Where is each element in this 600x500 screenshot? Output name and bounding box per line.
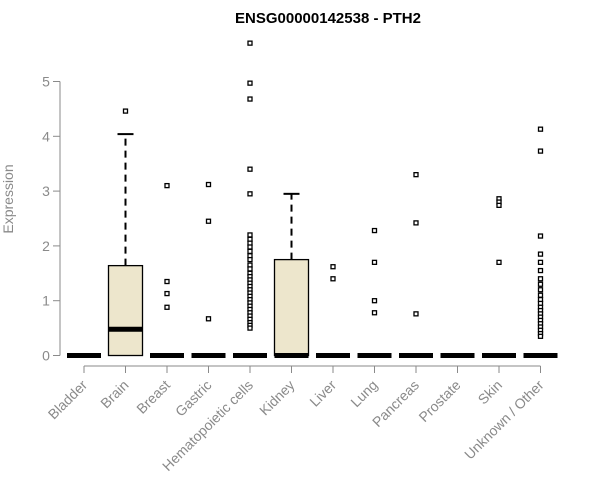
outlier-point <box>371 259 378 265</box>
outlier-point <box>164 290 170 297</box>
outlier-point <box>247 266 253 272</box>
outlier-point <box>247 96 253 102</box>
box-pancreas <box>399 172 433 358</box>
y-tick-label: 2 <box>42 238 50 254</box>
outlier-point <box>413 220 419 226</box>
outlier-point <box>247 40 253 46</box>
outlier-point <box>537 251 544 257</box>
outlier-point <box>413 311 419 317</box>
outlier-point <box>247 80 253 86</box>
outlier-point <box>413 172 419 178</box>
outlier-point <box>247 325 253 331</box>
outlier-point <box>537 267 544 274</box>
outlier-point <box>537 292 544 298</box>
outlier-point <box>371 298 378 304</box>
outlier-point <box>371 310 378 316</box>
box-kidney <box>273 192 310 358</box>
outlier-point <box>247 191 253 197</box>
outlier-point <box>537 148 544 154</box>
outlier-point <box>164 278 170 285</box>
outlier-point <box>247 244 253 250</box>
outlier-point <box>122 108 129 114</box>
box-rect <box>273 258 310 357</box>
y-tick-label: 1 <box>42 293 50 309</box>
outlier-point <box>330 276 336 282</box>
outlier-point <box>247 256 253 263</box>
outlier-point <box>537 259 544 265</box>
outlier-point <box>496 202 502 208</box>
box-breast <box>150 182 184 358</box>
outlier-point <box>537 281 544 287</box>
outlier-point <box>537 333 544 339</box>
outlier-point <box>205 316 212 322</box>
box-unknown-other <box>523 126 558 358</box>
y-axis: 0 1 2 3 4 5 <box>42 74 61 364</box>
boxes <box>67 40 558 358</box>
x-tick-label: Breast <box>133 377 173 417</box>
x-tick-label: Lung <box>347 377 380 410</box>
box-rect <box>107 264 144 357</box>
outlier-point <box>164 182 170 189</box>
x-tick-label: Skin <box>475 377 506 408</box>
box-skin <box>482 196 516 358</box>
box-hematopoietic-cells <box>233 40 267 358</box>
x-tick-label: Bladder <box>45 377 91 423</box>
outlier-point <box>247 232 253 238</box>
y-tick-label: 5 <box>42 74 50 90</box>
box-gastric <box>191 181 226 358</box>
x-tick-label: Kidney <box>256 377 298 419</box>
y-axis-label: Expression <box>0 164 16 233</box>
outlier-point <box>330 264 336 270</box>
box-brain <box>107 108 144 357</box>
y-tick-label: 0 <box>42 348 50 364</box>
outlier-point <box>164 304 170 310</box>
outlier-point <box>371 227 378 234</box>
outlier-point <box>247 248 253 255</box>
x-tick-label: Brain <box>97 377 131 411</box>
outlier-point <box>537 233 544 239</box>
outlier-point <box>205 218 212 224</box>
y-tick-label: 4 <box>42 128 50 144</box>
outlier-point <box>537 276 544 282</box>
outlier-point <box>205 181 212 188</box>
y-tick-label: 3 <box>42 183 50 199</box>
x-tick-label: Unknown / Other <box>461 377 547 463</box>
chart-title: ENSG00000142538 - PTH2 <box>235 10 421 27</box>
x-tick-label: Prostate <box>415 377 463 425</box>
x-tick-label: Liver <box>306 377 339 410</box>
box-liver <box>316 264 350 358</box>
box-lung <box>357 227 392 358</box>
outlier-point <box>537 126 544 132</box>
outlier-point <box>537 287 544 293</box>
outlier-point <box>247 166 253 172</box>
outlier-point <box>496 259 502 265</box>
